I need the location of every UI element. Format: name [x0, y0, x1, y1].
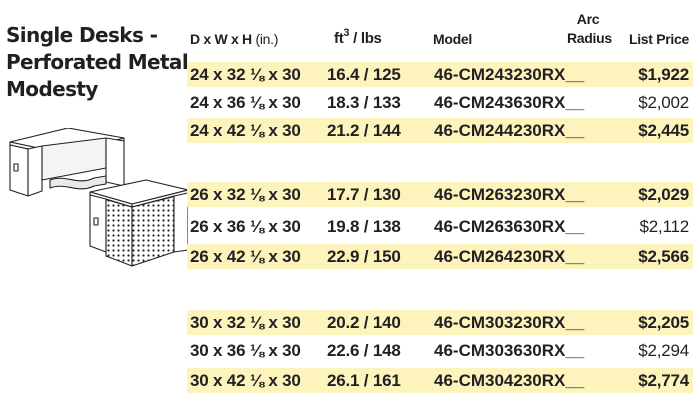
cell-dimensions: 24 x 42 ⅛ x 30 — [190, 121, 301, 140]
cell-list-price: $1,922 — [638, 65, 689, 84]
cell-ft-lbs: 20.2 / 140 — [327, 313, 401, 332]
cell-list-price: $2,112 — [639, 217, 689, 236]
header-dims: D x W x H (in.) — [190, 31, 278, 47]
header-dims-label: D x W x H — [190, 31, 252, 47]
header-ft-superscript: 3 — [343, 27, 350, 39]
table-row: 26 x 32 ⅛ x 30 17.7 / 130 46-CM263230RX__ $… — [187, 182, 693, 207]
section-title-line-1: Single Desks - — [6, 23, 158, 47]
table-row: 24 x 32 ⅛ x 30 16.4 / 125 46-CM243230RX__ $… — [187, 62, 693, 87]
cell-dimensions: 30 x 42 ⅛ x 30 — [190, 371, 301, 390]
cell-dimensions: 26 x 42 ⅛ x 30 — [190, 247, 301, 266]
cell-model: 46-CM244230RX__ — [434, 121, 585, 140]
cell-list-price: $2,002 — [638, 93, 689, 112]
table-row: 24 x 42 ⅛ x 30 21.2 / 144 46-CM244230RX__ $… — [187, 118, 693, 143]
desk-front-view-icon — [9, 128, 125, 197]
cell-model: 46-CM303230RX__ — [434, 313, 585, 332]
section-title-line-3: Modesty — [6, 77, 98, 101]
cell-list-price: $2,445 — [638, 121, 689, 140]
cell-dimensions: 26 x 36 ⅛ x 30 — [190, 217, 301, 236]
cell-model: 46-CM243630RX__ — [434, 93, 585, 112]
header-arc-radius: Arc Radius — [567, 10, 612, 48]
header-dims-unit: (in.) — [255, 31, 279, 47]
cell-model: 46-CM263630RX__ — [434, 217, 585, 236]
table-row: 30 x 42 ⅛ x 30 26.1 / 161 46-CM304230RX__ $… — [187, 368, 693, 393]
header-model: Model — [433, 31, 472, 47]
table-row: 30 x 36 ⅛ x 30 22.6 / 148 46-CM303630RX__ $… — [187, 338, 693, 363]
cell-model: 46-CM243230RX__ — [434, 65, 585, 84]
cell-ft-lbs: 19.8 / 138 — [327, 217, 401, 236]
cell-ft-lbs: 16.4 / 125 — [327, 65, 401, 84]
desk-perforated-back-view-icon — [89, 179, 188, 267]
cell-ft-lbs: 18.3 / 133 — [327, 93, 401, 112]
cell-ft-lbs: 22.6 / 148 — [327, 341, 401, 360]
cell-model: 46-CM304230RX__ — [434, 371, 585, 390]
cell-list-price: $2,774 — [638, 371, 689, 390]
cell-ft-lbs: 26.1 / 161 — [327, 371, 401, 390]
cell-model: 46-CM263230RX__ — [434, 185, 585, 204]
cell-ft-lbs: 17.7 / 130 — [327, 185, 401, 204]
cell-ft-lbs: 22.9 / 150 — [327, 247, 401, 266]
header-lbs-label: / lbs — [349, 30, 382, 47]
header-list-price: List Price — [628, 31, 689, 47]
cell-model: 46-CM303630RX__ — [434, 341, 585, 360]
header-ft-label: ft — [334, 30, 344, 47]
table-row: 30 x 32 ⅛ x 30 20.2 / 140 46-CM303230RX__ $… — [187, 310, 693, 335]
cell-dimensions: 24 x 32 ⅛ x 30 — [190, 65, 301, 84]
desk-illustration — [9, 128, 188, 267]
table-row: 26 x 42 ⅛ x 30 22.9 / 150 46-CM264230RX__ $… — [187, 244, 693, 269]
table-row: 26 x 36 ⅛ x 30 19.8 / 138 46-CM263630RX__ $… — [187, 214, 693, 239]
cell-dimensions: 26 x 32 ⅛ x 30 — [190, 185, 301, 204]
header-arc-line-2: Radius — [567, 30, 612, 46]
section-title-line-2: Perforated Metal — [6, 50, 189, 74]
header-ft-lbs: ft3 / lbs — [334, 27, 382, 47]
cell-dimensions: 30 x 36 ⅛ x 30 — [190, 341, 301, 360]
cell-list-price: $2,294 — [638, 341, 689, 360]
cell-dimensions: 30 x 32 ⅛ x 30 — [190, 313, 301, 332]
section-title: Single Desks - Perforated Metal Modesty — [6, 22, 191, 103]
cell-model: 46-CM264230RX__ — [434, 247, 585, 266]
cell-list-price: $2,566 — [638, 247, 689, 266]
cell-ft-lbs: 21.2 / 144 — [327, 121, 401, 140]
header-arc-line-1: Arc — [576, 11, 600, 27]
cell-list-price: $2,205 — [638, 313, 689, 332]
cell-list-price: $2,029 — [638, 185, 689, 204]
table-row: 24 x 36 ⅛ x 30 18.3 / 133 46-CM243630RX__ $… — [187, 90, 693, 115]
cell-dimensions: 24 x 36 ⅛ x 30 — [190, 93, 301, 112]
